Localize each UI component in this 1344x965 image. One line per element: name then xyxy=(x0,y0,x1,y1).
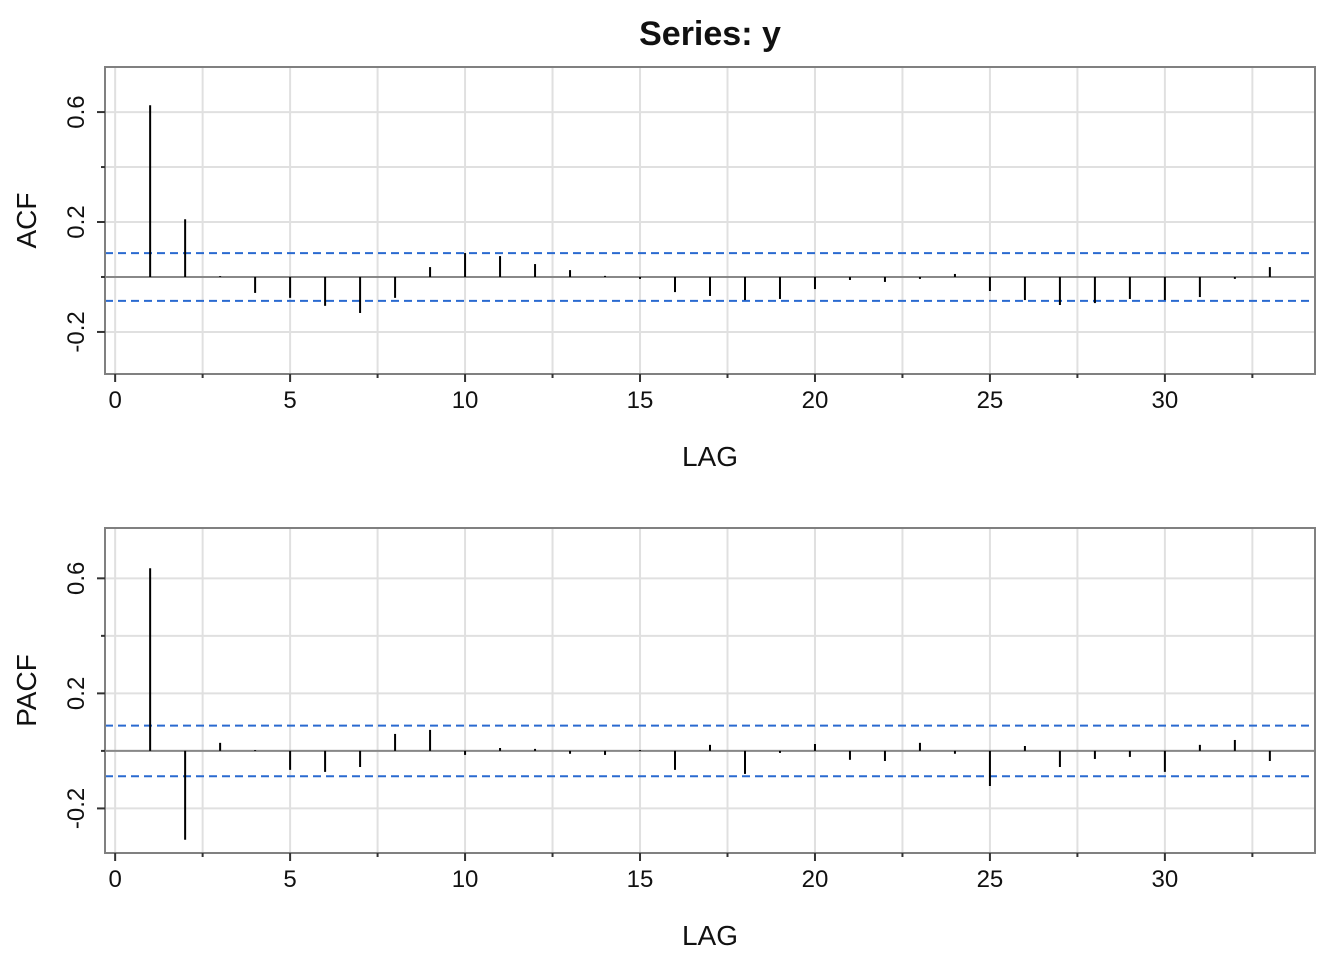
x-tick-label: 10 xyxy=(452,866,479,893)
x-tick-label: 5 xyxy=(283,866,296,893)
x-tick-label: 10 xyxy=(452,387,479,414)
y-tick-label: -0.2 xyxy=(63,311,90,352)
plot-frame xyxy=(104,66,1316,375)
x-axis-label: LAG xyxy=(682,920,738,951)
y-axis-label: ACF xyxy=(11,193,42,249)
x-tick-label: 0 xyxy=(108,866,121,893)
x-tick-label: 15 xyxy=(627,866,654,893)
x-tick-label: 20 xyxy=(802,866,829,893)
x-tick-label: 5 xyxy=(283,387,296,414)
y-tick-label: -0.2 xyxy=(63,788,90,829)
y-tick-label: 0.2 xyxy=(63,677,90,710)
x-tick-label: 30 xyxy=(1152,387,1179,414)
y-axis-label: PACF xyxy=(11,654,42,727)
x-axis-label: LAG xyxy=(682,441,738,472)
chart-title: Series: y xyxy=(639,15,781,53)
x-tick-label: 25 xyxy=(977,866,1004,893)
x-tick-label: 30 xyxy=(1152,866,1179,893)
y-tick-label: 0.6 xyxy=(63,95,90,128)
x-tick-label: 25 xyxy=(977,387,1004,414)
y-tick-label: 0.6 xyxy=(63,562,90,595)
x-tick-label: 20 xyxy=(802,387,829,414)
y-tick-label: 0.2 xyxy=(63,205,90,238)
x-tick-label: 15 xyxy=(627,387,654,414)
plot-frame xyxy=(104,527,1316,854)
x-tick-label: 0 xyxy=(108,387,121,414)
